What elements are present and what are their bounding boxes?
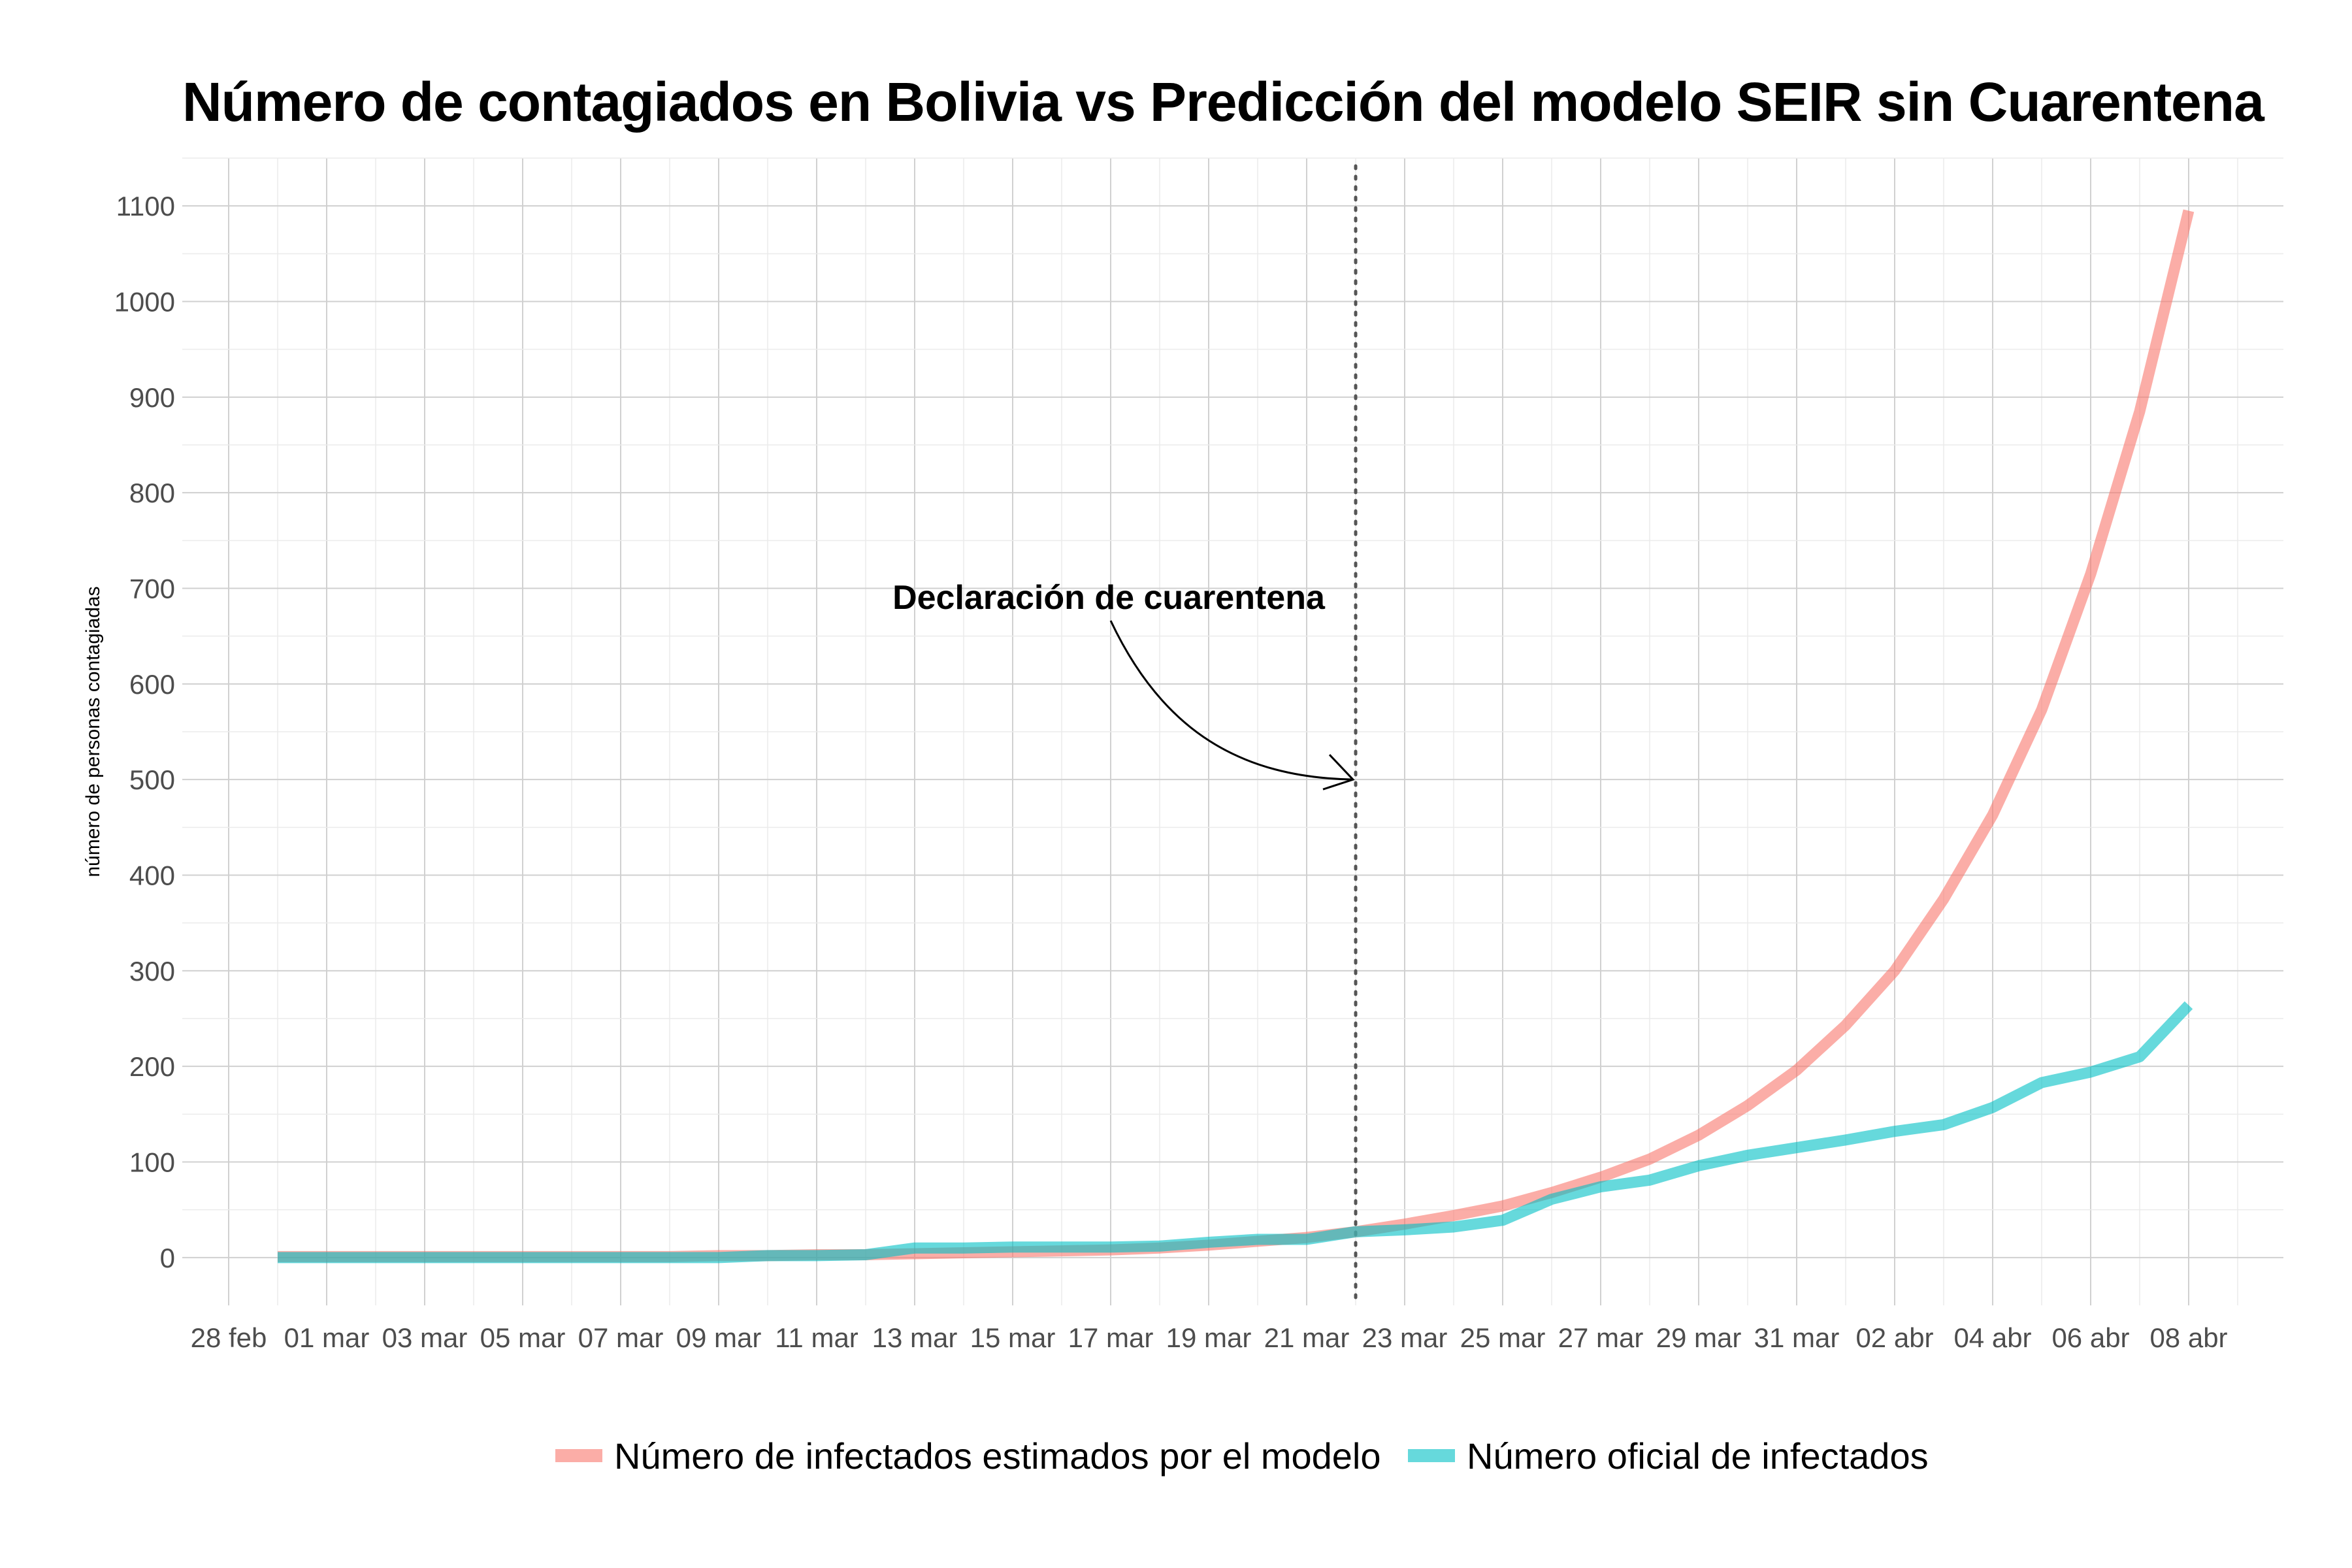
x-tick-label: 23 mar (1362, 1322, 1448, 1353)
x-axis: 28 feb 01 mar 03 mar 05 mar 07 mar 09 mar 11 m… (191, 1322, 2228, 1353)
x-tick-label: 08 abr (2149, 1322, 2227, 1353)
x-tick-label: 17 mar (1068, 1322, 1154, 1353)
legend: Número de infectados estimados por el mo… (555, 1435, 1929, 1477)
y-tick-label: 200 (129, 1051, 175, 1082)
x-tick-label: 13 mar (872, 1322, 958, 1353)
annotation-layer: Declaración de cuarentena (892, 579, 1355, 791)
annotation-label: Declaración de cuarentena (892, 579, 1326, 617)
annotation-arrow (1109, 620, 1354, 781)
y-tick-label: 1000 (114, 287, 175, 318)
legend-label-1: Número de infectados estimados por el mo… (614, 1435, 1381, 1477)
y-tick-label: 700 (129, 574, 175, 604)
x-tick-label: 09 mar (676, 1322, 762, 1353)
x-tick-label: 19 mar (1166, 1322, 1252, 1353)
x-tick-label: 27 mar (1558, 1322, 1644, 1353)
legend-label-2: Número oficial de infectados (1467, 1435, 1929, 1477)
y-tick-label: 500 (129, 764, 175, 795)
x-tick-label: 02 abr (1855, 1322, 1933, 1353)
x-tick-label: 11 mar (775, 1322, 858, 1353)
x-tick-label: 15 mar (970, 1322, 1056, 1353)
annotation-arrowhead (1322, 754, 1355, 791)
x-tick-label: 28 feb (191, 1322, 267, 1353)
y-axis: 0 100 200 300 400 500 600 700 800 900 1000 1100 (114, 191, 175, 1273)
x-tick-label: 05 mar (480, 1322, 566, 1353)
y-tick-label: 600 (129, 669, 175, 700)
series-layer (278, 209, 2195, 1264)
y-tick-label: 900 (129, 382, 175, 413)
grid-layer (182, 157, 2283, 1305)
y-axis-label: número de personas contagiadas (82, 586, 104, 877)
x-tick-label: 06 abr (2051, 1322, 2129, 1353)
series-line-1 (278, 209, 2195, 1262)
x-tick-label: 29 mar (1656, 1322, 1742, 1353)
series-line-2 (278, 1001, 2193, 1264)
x-tick-label: 21 mar (1264, 1322, 1350, 1353)
x-tick-label: 07 mar (578, 1322, 664, 1353)
x-tick-label: 01 mar (284, 1322, 370, 1353)
y-tick-label: 0 (160, 1243, 175, 1273)
x-tick-label: 31 mar (1754, 1322, 1840, 1353)
chart-title: Número de contagiados en Bolivia vs Pred… (182, 71, 2264, 133)
y-tick-label: 100 (129, 1147, 175, 1178)
x-tick-label: 04 abr (1953, 1322, 2031, 1353)
y-tick-label: 800 (129, 478, 175, 508)
x-tick-label: 03 mar (382, 1322, 468, 1353)
x-tick-label: 25 mar (1460, 1322, 1546, 1353)
y-tick-label: 400 (129, 860, 175, 891)
y-tick-label: 300 (129, 956, 175, 987)
y-tick-label: 1100 (116, 191, 175, 221)
